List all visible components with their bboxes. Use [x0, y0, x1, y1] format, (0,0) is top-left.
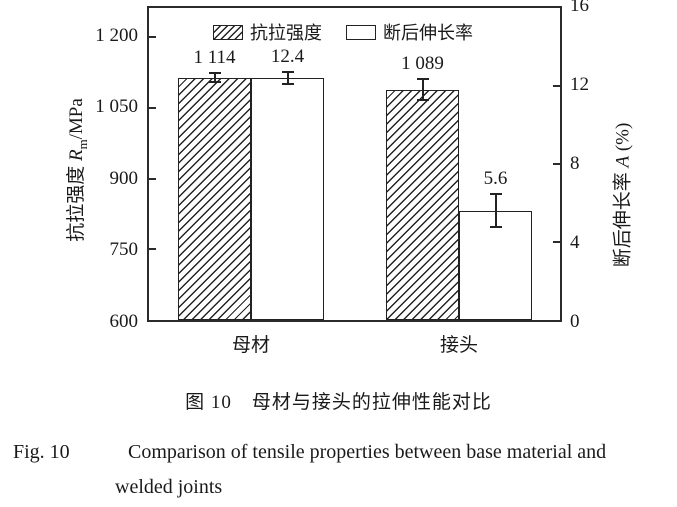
left-axis-tick	[149, 248, 156, 251]
left-axis-unit: /MPa	[66, 98, 88, 140]
elongation-bar	[459, 210, 532, 320]
left-axis-title-text: 抗拉强度	[66, 161, 88, 242]
legend-item-1: 抗拉强度	[213, 19, 322, 45]
right-axis-tick-label: 4	[570, 232, 580, 253]
error-bar-cap-top	[281, 71, 294, 74]
error-bar-cap-bottom	[416, 99, 429, 102]
caption-chinese: 图 10 母材与接头的拉伸性能对比	[185, 392, 492, 413]
legend-item-2: 断后伸长率	[346, 19, 473, 45]
error-bar	[213, 73, 216, 83]
error-bar	[494, 194, 497, 228]
chart-legend: 抗拉强度 断后伸长率	[213, 19, 473, 45]
plot-area: 抗拉强度 断后伸长率 1 114 12.4 1 089 5.6	[147, 6, 562, 322]
right-axis-tick	[553, 241, 560, 243]
category-label-2: 接头	[439, 335, 479, 356]
error-bar-cap-bottom	[208, 81, 221, 84]
left-axis-title: 抗拉强度 Rm/MPa	[61, 98, 91, 242]
open-swatch-icon	[346, 24, 376, 40]
value-label: 5.6	[483, 168, 508, 190]
error-bar-cap-bottom	[489, 226, 502, 229]
left-axis-symbol-sub: m	[74, 139, 90, 150]
category-label-1: 母材	[231, 335, 271, 356]
legend-label: 断后伸长率	[383, 23, 473, 43]
right-axis-tick	[553, 85, 560, 87]
error-bar	[421, 78, 424, 101]
left-axis-tick-label: 750	[109, 239, 139, 261]
right-axis-title: 断后伸长率 A (%)	[608, 123, 635, 268]
bar-group-1-series-2: 12.4	[251, 8, 324, 320]
left-axis-tick-label: 900	[109, 167, 139, 189]
right-axis-symbol: A	[612, 155, 634, 168]
left-axis-tick-label: 1 200	[95, 24, 138, 46]
error-bar-cap-bottom	[281, 83, 294, 86]
left-axis-symbol: R	[66, 149, 88, 162]
error-bar-cap-top	[489, 193, 502, 196]
left-axis-tick-label: 600	[109, 311, 139, 332]
right-axis-unit: (%)	[612, 122, 634, 156]
value-label: 12.4	[270, 46, 305, 68]
caption-english-line2: welded joints	[115, 476, 223, 498]
right-axis-tick-label: 8	[570, 153, 580, 174]
right-axis-tick-label: 12	[570, 74, 589, 95]
left-axis-tick-label: 1 050	[95, 96, 138, 118]
right-axis-tick	[553, 163, 560, 165]
hatched-swatch-icon	[213, 24, 243, 40]
bar-group-2-series-1: 1 089	[386, 8, 459, 320]
right-axis-tick-label: 16	[570, 0, 589, 16]
value-label: 1 114	[193, 47, 236, 69]
error-bar	[286, 72, 289, 85]
value-label: 1 089	[401, 52, 444, 74]
left-axis-tick	[149, 177, 156, 180]
caption-english-figno: Fig. 10	[13, 441, 70, 463]
error-bar-cap-top	[416, 77, 429, 80]
bar-group-2-series-2: 5.6	[459, 8, 532, 320]
bar-group-1-series-1: 1 114	[178, 8, 251, 320]
caption-english-line1: Comparison of tensile properties between…	[128, 441, 607, 463]
error-bar-cap-top	[208, 72, 221, 75]
right-axis-tick-label: 0	[570, 311, 580, 332]
right-axis-title-text: 断后伸长率	[612, 167, 634, 268]
left-axis-tick	[149, 106, 156, 109]
elongation-bar	[251, 78, 324, 320]
left-axis-tick	[149, 36, 156, 39]
tensile-strength-bar	[386, 89, 459, 320]
tensile-strength-bar	[178, 77, 251, 320]
legend-label: 抗拉强度	[250, 23, 322, 43]
